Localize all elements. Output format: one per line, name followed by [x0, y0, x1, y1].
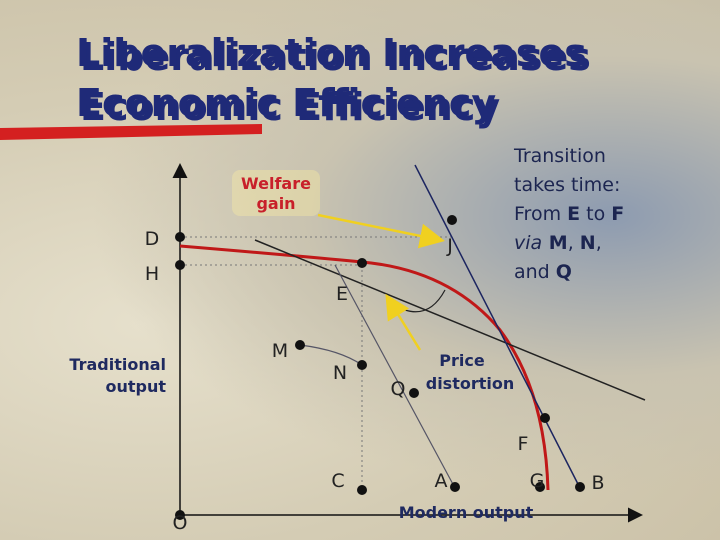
point: [540, 413, 550, 423]
point: [295, 340, 305, 350]
note-fragment: M: [542, 232, 568, 254]
point-label: Q: [391, 378, 406, 400]
underline: [0, 124, 262, 140]
point: [450, 482, 460, 492]
note-line: takes time:: [514, 171, 624, 200]
note-line: From E to F: [514, 200, 624, 229]
point: [175, 260, 185, 270]
point-label: F: [518, 433, 529, 455]
point-label: D: [145, 228, 160, 250]
arrow: [317, 213, 445, 249]
title-line: Economic Efficiency: [76, 81, 496, 125]
y-axis-label: output: [105, 377, 166, 396]
point-label: H: [145, 263, 159, 285]
title-shadow: Liberalization Increases: [80, 35, 591, 79]
path-curve: [299, 344, 363, 366]
point: [357, 258, 367, 268]
note-fragment: and: [514, 261, 556, 283]
point: [175, 232, 185, 242]
price-line: [334, 264, 456, 489]
point: [357, 485, 367, 495]
note-line: via M, N,: [514, 229, 624, 258]
welfare-label: Welfare: [241, 174, 311, 193]
price-line: [414, 164, 581, 489]
point: [175, 510, 185, 520]
point-label: J: [446, 235, 453, 257]
point: [575, 482, 585, 492]
point: [409, 388, 419, 398]
point-label: E: [336, 283, 348, 305]
point-label: B: [591, 472, 604, 494]
distortion-label: Price: [439, 351, 485, 370]
point: [535, 482, 545, 492]
note-fragment: takes time:: [514, 174, 621, 196]
note-fragment: N: [579, 232, 596, 254]
note-fragment: ,: [595, 232, 602, 254]
point-label: C: [331, 470, 344, 492]
welfare-box: [232, 170, 320, 216]
point-label: M: [272, 340, 288, 362]
note-fragment: F: [611, 203, 625, 225]
point: [357, 360, 367, 370]
x-axis-label: Modern output: [399, 503, 534, 522]
point-label: G: [530, 470, 545, 492]
y-axis-label: Traditional: [69, 355, 166, 374]
note-fragment: Transition: [514, 145, 606, 167]
note-line: and Q: [514, 258, 624, 287]
angle-arc: [404, 289, 446, 313]
ppf-curve: [179, 244, 550, 491]
note-fragment: From: [514, 203, 568, 225]
distortion-label: distortion: [426, 374, 515, 393]
arrow: [385, 293, 422, 351]
point-label: A: [435, 470, 448, 492]
point: [447, 215, 457, 225]
note-fragment: ,: [567, 232, 580, 254]
welfare-label: gain: [256, 194, 295, 213]
point-label: N: [333, 362, 347, 384]
note-fragment: E: [567, 203, 581, 225]
note-fragment: to: [580, 203, 612, 225]
note-fragment: via: [514, 232, 543, 254]
point-label: O: [173, 512, 188, 534]
note-fragment: Q: [555, 261, 572, 283]
title-line: Liberalization Increases: [76, 31, 587, 75]
price-line: [254, 239, 646, 401]
title-shadow: Economic Efficiency: [80, 85, 500, 129]
note-line: Transition: [514, 142, 624, 171]
